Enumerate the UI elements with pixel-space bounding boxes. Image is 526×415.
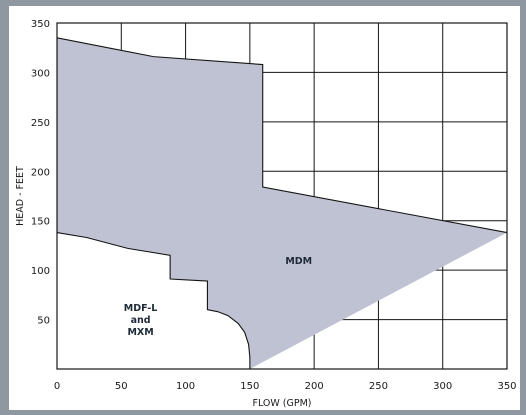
x-tick-label: 150 [240,381,259,392]
y-tick-label: 300 [31,68,50,79]
x-tick-label: 250 [369,381,388,392]
x-axis-title: FLOW (GPM) [252,398,311,409]
tick-layer: 0 50 100 150 200 250 300 350 50 100 150 200 250 300 35… [31,19,517,392]
plot-frame [56,22,508,370]
x-tick-label: 350 [497,381,516,392]
y-tick-label: 50 [37,316,50,327]
chart-panel: 0 50 100 150 200 250 300 350 50 100 150 200 250 300 35… [9,6,520,410]
y-tick-label: 200 [31,167,50,178]
area-layer [56,22,508,370]
chart-svg: 0 50 100 150 200 250 300 350 50 100 150 200 250 300 35… [15,19,517,409]
mdm-upper-boundary [56,37,508,234]
region-label: MDF-L [124,303,158,314]
region-label: MDM [285,256,312,267]
y-axis-title: HEAD - FEET [15,166,26,226]
y-tick-label: 150 [31,217,50,228]
region-mdm-area [57,37,507,369]
x-tick-label: 50 [115,381,128,392]
y-tick-label: 250 [31,118,50,129]
mdf-l-mxm-boundary [56,232,251,369]
x-tick-label: 100 [176,381,195,392]
y-tick-label: 350 [31,19,50,30]
region-label: MXM [127,327,153,338]
region-label: and [131,315,151,326]
region-mdf-l-mxm-area [57,232,250,369]
x-tick-label: 300 [433,381,452,392]
y-tick-label: 100 [31,266,50,277]
x-tick-label: 200 [305,381,324,392]
x-tick-label: 0 [54,381,60,392]
